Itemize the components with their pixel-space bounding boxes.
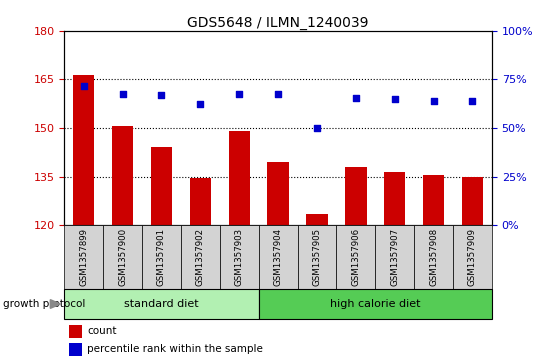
- Point: [196, 101, 205, 107]
- Bar: [69, 343, 82, 356]
- Point: [390, 96, 399, 102]
- Point: [79, 83, 88, 89]
- Point: [352, 95, 361, 101]
- Text: GSM1357907: GSM1357907: [390, 228, 399, 286]
- Point: [468, 98, 477, 104]
- Bar: [64, 225, 103, 289]
- Title: GDS5648 / ILMN_1240039: GDS5648 / ILMN_1240039: [187, 16, 369, 30]
- Bar: [384, 172, 405, 225]
- Bar: [259, 225, 297, 289]
- Text: GSM1357903: GSM1357903: [235, 228, 244, 286]
- Bar: [220, 225, 259, 289]
- Text: high calorie diet: high calorie diet: [330, 299, 420, 309]
- Bar: [190, 178, 211, 225]
- Text: GSM1357906: GSM1357906: [352, 228, 361, 286]
- Text: percentile rank within the sample: percentile rank within the sample: [87, 344, 263, 354]
- Bar: [423, 175, 444, 225]
- Bar: [181, 225, 220, 289]
- Point: [429, 98, 438, 104]
- Text: count: count: [87, 326, 117, 336]
- Bar: [337, 225, 375, 289]
- Text: GSM1357902: GSM1357902: [196, 228, 205, 286]
- Text: growth protocol: growth protocol: [3, 299, 85, 309]
- Bar: [414, 225, 453, 289]
- Bar: [375, 225, 414, 289]
- Point: [273, 91, 282, 97]
- Bar: [151, 147, 172, 225]
- Text: GSM1357904: GSM1357904: [273, 228, 283, 286]
- Point: [312, 125, 321, 131]
- Bar: [297, 225, 337, 289]
- Text: GSM1357905: GSM1357905: [312, 228, 321, 286]
- Point: [157, 92, 166, 98]
- Bar: [267, 162, 289, 225]
- Bar: [453, 225, 492, 289]
- Text: GSM1357908: GSM1357908: [429, 228, 438, 286]
- Bar: [73, 74, 94, 225]
- Bar: [229, 131, 250, 225]
- Text: standard diet: standard diet: [124, 299, 199, 309]
- Bar: [306, 214, 328, 225]
- Text: GSM1357901: GSM1357901: [157, 228, 166, 286]
- Bar: [64, 289, 259, 319]
- Bar: [142, 225, 181, 289]
- Text: GSM1357899: GSM1357899: [79, 228, 88, 286]
- Point: [235, 91, 244, 97]
- Text: GSM1357909: GSM1357909: [468, 228, 477, 286]
- Text: GSM1357900: GSM1357900: [118, 228, 127, 286]
- Point: [118, 91, 127, 97]
- Bar: [112, 126, 133, 225]
- Bar: [462, 176, 483, 225]
- Bar: [69, 325, 82, 338]
- Bar: [345, 167, 367, 225]
- Bar: [259, 289, 492, 319]
- Bar: [103, 225, 142, 289]
